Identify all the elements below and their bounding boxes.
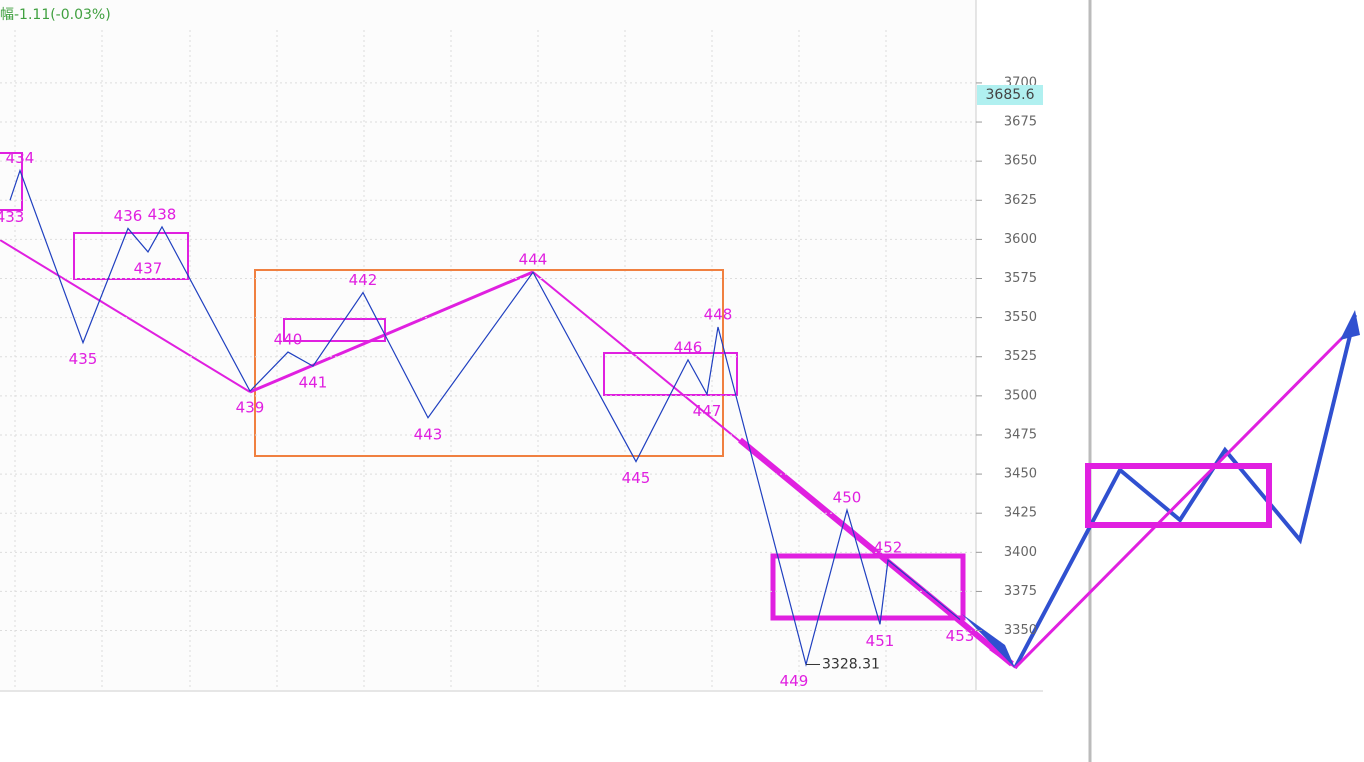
wave-label: 448 bbox=[704, 306, 733, 324]
y-tick-label: 3525 bbox=[1004, 349, 1037, 364]
y-tick-label: 3550 bbox=[1004, 310, 1037, 325]
wave-label: 438 bbox=[148, 205, 177, 223]
price-box bbox=[977, 85, 1043, 105]
y-tick-label: 3425 bbox=[1004, 506, 1037, 521]
projection bbox=[962, 310, 1360, 670]
wave-label: 450 bbox=[833, 489, 862, 507]
wave-label: 444 bbox=[519, 251, 548, 269]
wave-label: 433 bbox=[0, 208, 24, 226]
wave-label: 443 bbox=[414, 425, 443, 443]
y-tick-label: 3650 bbox=[1004, 154, 1037, 169]
wave-label: 436 bbox=[114, 207, 143, 225]
wave-label: 452 bbox=[874, 539, 903, 557]
wave-label: 442 bbox=[349, 271, 378, 289]
y-tick-label: 3400 bbox=[1004, 545, 1037, 560]
low-label: 3328.31 bbox=[822, 656, 880, 672]
plot-area bbox=[0, 0, 976, 690]
y-tick-label: 3500 bbox=[1004, 388, 1037, 403]
y-tick-label: 3350 bbox=[1004, 623, 1037, 638]
header: 幅-1.11(-0.03%) bbox=[0, 7, 111, 23]
wave-label: 446 bbox=[674, 338, 703, 356]
y-tick-label: 3600 bbox=[1004, 232, 1037, 247]
wave-label: 437 bbox=[134, 259, 163, 277]
wave-label: 451 bbox=[866, 632, 895, 650]
wave-line bbox=[9, 168, 961, 667]
y-tick-label: 3675 bbox=[1004, 115, 1037, 130]
range-box bbox=[254, 269, 724, 457]
y-tick-label: 3575 bbox=[1004, 271, 1037, 286]
wave-label: 447 bbox=[693, 402, 722, 420]
wave-label: 439 bbox=[236, 399, 265, 417]
wave-label: 449 bbox=[780, 672, 809, 690]
wave-label: 435 bbox=[69, 350, 98, 368]
y-tick-label: 3475 bbox=[1004, 427, 1037, 442]
y-tick-label: 3625 bbox=[1004, 193, 1037, 208]
wave-label: 441 bbox=[299, 374, 328, 392]
wave-label: 434 bbox=[6, 149, 35, 167]
wave-label: 445 bbox=[622, 469, 651, 487]
wave-label: 453 bbox=[946, 627, 975, 645]
y-tick-label: 3375 bbox=[1004, 584, 1037, 599]
y-tick-label: 3450 bbox=[1004, 467, 1037, 482]
wave-label: 440 bbox=[274, 331, 303, 349]
current-price: 3685.6 bbox=[986, 87, 1035, 103]
